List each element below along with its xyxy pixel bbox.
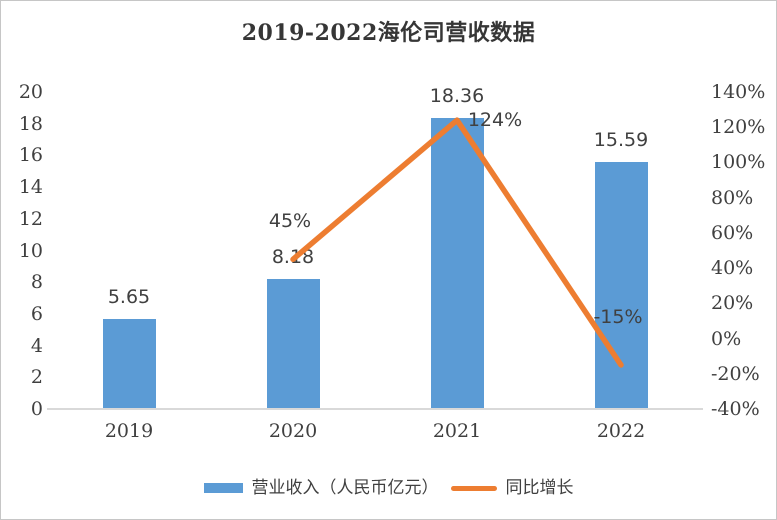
legend-label-growth: 同比增长 [505, 478, 574, 498]
bar-2021 [430, 117, 484, 408]
y-axis-tick-right: -20% [711, 362, 760, 385]
y-axis-tick-right: 100% [711, 151, 766, 174]
legend-line-swatch-icon [450, 485, 497, 491]
y-axis-tick-left: 12 [18, 207, 43, 230]
legend-label-revenue: 营业收入（人民币亿元） [251, 478, 439, 498]
chart-title: 2019-2022海伦司营收数据 [241, 20, 536, 46]
bar-2022 [594, 161, 648, 408]
y-axis-tick-left: 0 [30, 398, 43, 420]
bar-value-label: 8.18 [271, 246, 315, 269]
y-axis-tick-left: 2 [30, 366, 43, 389]
y-axis-tick-left: 20 [18, 81, 43, 103]
y-axis-tick-left: 16 [18, 144, 43, 167]
y-axis-tick-right: -40% [711, 398, 760, 420]
y-axis-tick-left: 14 [18, 176, 43, 199]
legend-item-revenue: 营业收入（人民币亿元） [203, 477, 439, 499]
y-axis-tick-right: 0% [711, 327, 742, 350]
bar-value-label: 18.36 [429, 84, 485, 107]
x-axis-label-2019: 2019 [104, 420, 154, 442]
y-axis-tick-right: 60% [711, 221, 754, 244]
bar-2020 [266, 279, 320, 408]
legend-bar-swatch-icon [203, 483, 243, 493]
y-axis-tick-right: 20% [711, 292, 754, 315]
y-axis-tick-right: 120% [711, 116, 766, 139]
y-axis-tick-left: 10 [18, 239, 43, 262]
x-axis-label-2022: 2022 [596, 420, 646, 442]
x-axis-label-2021: 2021 [432, 420, 482, 442]
y-axis-tick-left: 6 [30, 302, 43, 325]
x-axis-line [47, 408, 703, 410]
y-axis-tick-left: 8 [30, 271, 43, 294]
y-axis-tick-right: 80% [711, 186, 754, 209]
y-axis-tick-right: 40% [711, 257, 754, 280]
legend-item-growth: 同比增长 [450, 477, 574, 499]
y-axis-tick-left: 18 [18, 112, 43, 135]
bar-value-label: 5.65 [107, 286, 151, 309]
growth-value-label: -15% [593, 305, 643, 328]
bar-2019 [102, 319, 156, 408]
y-axis-tick-right: 140% [711, 81, 766, 103]
y-axis-tick-left: 4 [30, 334, 43, 357]
bar-value-label: 15.59 [593, 128, 649, 151]
x-axis-label-2020: 2020 [268, 420, 318, 442]
growth-value-label: 124% [467, 109, 523, 132]
legend: 营业收入（人民币亿元） 同比增长 [1, 477, 776, 499]
growth-value-label: 45% [268, 210, 312, 233]
